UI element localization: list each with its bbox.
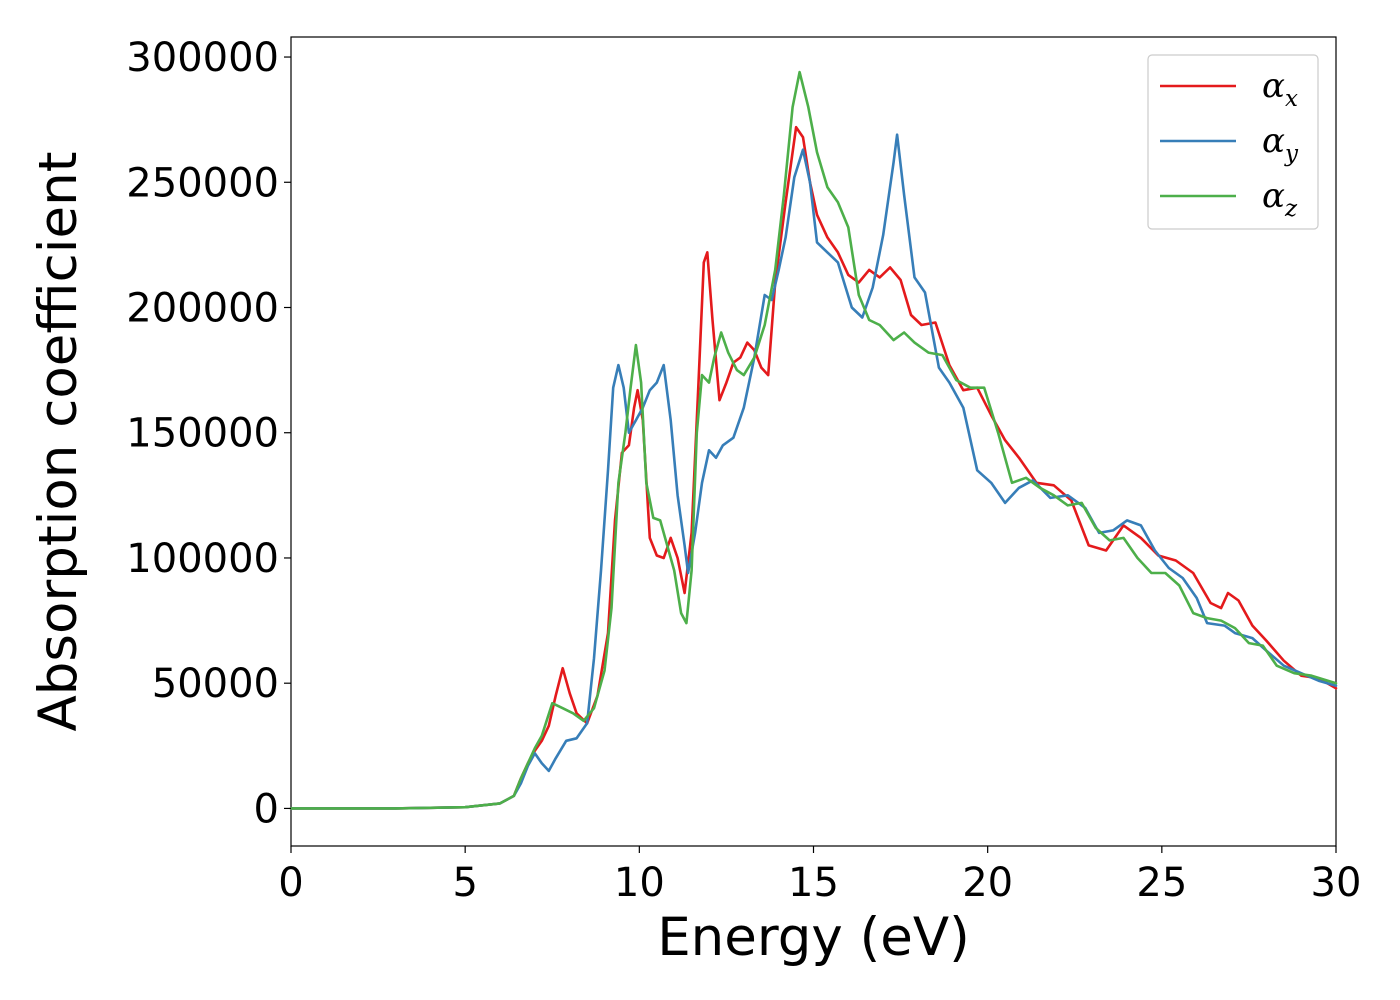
legend-label-subscript: z — [1284, 196, 1298, 222]
legend-label-main: α — [1262, 176, 1285, 216]
legend-label-main: α — [1262, 121, 1285, 161]
x-tick-label: 0 — [278, 860, 303, 906]
y-tick-label: 0 — [254, 786, 279, 832]
y-tick-label: 100000 — [126, 536, 279, 582]
series-line-y — [289, 133, 1338, 810]
x-axis-title: Energy (eV) — [657, 907, 970, 968]
legend-label-x: αx — [1262, 66, 1298, 112]
x-tick-label: 5 — [452, 860, 477, 906]
x-tick-label: 15 — [788, 860, 839, 906]
legend-label-subscript: x — [1285, 86, 1298, 112]
series-layer — [289, 70, 1338, 810]
x-tick-label: 30 — [1311, 860, 1362, 906]
x-axis: 0 5 10 15 20 25 30 — [278, 846, 1361, 906]
legend-label-main: α — [1262, 66, 1285, 106]
x-tick-label: 20 — [962, 860, 1013, 906]
legend-label-subscript: y — [1284, 141, 1299, 167]
x-tick-label: 25 — [1136, 860, 1187, 906]
y-tick-label: 250000 — [126, 160, 279, 206]
y-tick-label: 300000 — [126, 35, 279, 81]
y-axis: 0 50000 100000 150000 200000 250000 300000 — [126, 35, 291, 832]
y-tick-label: 50000 — [152, 661, 279, 707]
y-axis-title: Absorption coefficient — [28, 152, 89, 732]
x-tick-label: 10 — [614, 860, 665, 906]
y-tick-label: 150000 — [126, 411, 279, 457]
y-tick-label: 200000 — [126, 286, 279, 332]
legend-label-z: αz — [1262, 176, 1298, 222]
legend-label-y: αy — [1262, 121, 1299, 167]
series-line-z — [289, 70, 1338, 810]
